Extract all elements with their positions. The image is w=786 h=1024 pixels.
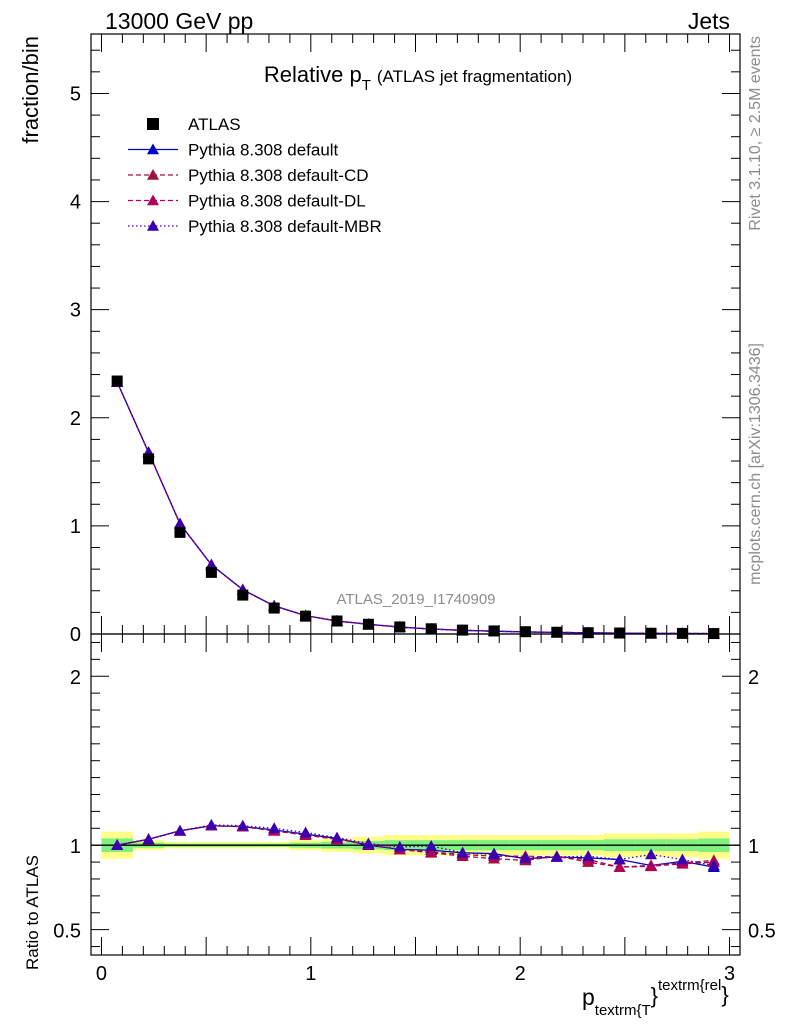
atlas-data-point (143, 453, 155, 465)
legend: ATLAS Pythia 8.308 default Pythia 8.308 de… (128, 115, 382, 236)
ratio-xtick-label: 2 (515, 963, 526, 985)
legend-label: Pythia 8.308 default (188, 141, 339, 160)
legend-marker (147, 194, 159, 206)
ratio-ytick-label-right: 1 (748, 836, 759, 858)
main-panel: 0 1 2 3 4 5 (70, 33, 741, 646)
atlas-data-point (457, 624, 469, 636)
ratio-ytick-label-right: 0.5 (748, 921, 776, 943)
atlas-data-point (614, 627, 626, 639)
xlabel-close-brace-1: } (651, 983, 658, 1008)
main-ytick-label: 3 (70, 300, 81, 322)
ratio-xlabel: ptextrm{T}textrm{rel} (582, 977, 729, 1019)
rivet-version-label: Rivet 3.1.10, ≥ 2.5M events (747, 36, 764, 231)
ratio-series-point (550, 851, 563, 862)
ratio-series-line-0 (117, 825, 714, 868)
ratio-series-point (645, 860, 658, 872)
ratio-panel: 0.5 0.5 1 1 2 2 0 1 2 3 (53, 633, 776, 985)
atlas-data-point (551, 626, 563, 638)
atlas-data-point (645, 627, 657, 639)
ratio-ytick-label-left: 2 (70, 667, 81, 689)
atlas-data-point (237, 589, 249, 601)
ratio-series-point (613, 861, 626, 872)
atlas-data-point (205, 566, 217, 578)
title-rest: (ATLAS jet fragmentation) (377, 67, 572, 86)
ratio-series-point (299, 826, 312, 838)
main-title: Relative pT (ATLAS jet fragmentation) (264, 62, 572, 94)
ratio-series-point (330, 831, 343, 843)
legend-marker (147, 220, 159, 231)
atlas-data-point (394, 621, 406, 633)
ratio-ylabel: Ratio to ATLAS (23, 855, 42, 970)
ratio-series-point (582, 850, 595, 861)
ratio-series-point (456, 846, 469, 858)
legend-label: ATLAS (188, 115, 241, 134)
main-ytick-label: 4 (70, 192, 81, 214)
header-process-label: 13000 GeV pp (105, 8, 253, 34)
legend-label: Pythia 8.308 default-MBR (188, 217, 382, 236)
atlas-data-point (582, 627, 594, 639)
main-ytick-label: 5 (70, 83, 81, 105)
ratio-series-point (173, 824, 186, 836)
xlabel-sub: textrm{T (595, 1002, 651, 1019)
ratio-series-point (236, 819, 249, 831)
ratio-series-point (519, 851, 532, 863)
title-sub: T (362, 77, 371, 94)
ratio-series-point (676, 853, 689, 865)
title-main: Relative p (264, 62, 362, 87)
ratio-ytick-label-left: 0.5 (53, 921, 81, 943)
ratio-series-point (142, 833, 155, 845)
main-ytick-label: 1 (70, 516, 81, 538)
main-ytick-label: 2 (70, 408, 81, 430)
main-ytick-label: 0 (70, 624, 81, 646)
ratio-xtick-label: 3 (724, 963, 735, 985)
analysis-watermark: ATLAS_2019_I1740909 (336, 591, 495, 608)
xlabel-sup: textrm{rel (658, 977, 721, 994)
ratio-series-point (362, 837, 375, 849)
atlas-data-point (519, 626, 531, 638)
legend-label: Pythia 8.308 default-DL (188, 192, 366, 211)
xlabel-main: p (582, 984, 595, 1010)
ratio-xtick-label: 0 (96, 963, 107, 985)
ratio-ytick-label-left: 1 (70, 836, 81, 858)
ratio-series-point (425, 840, 438, 851)
xlabel-close-brace-2: } (721, 982, 728, 1007)
ratio-series-point (425, 845, 438, 857)
legend-label: Pythia 8.308 default-CD (188, 166, 369, 185)
ratio-ytick-label-right: 2 (748, 667, 759, 689)
ratio-series-point (645, 848, 658, 860)
main-ylabel: fraction/bin (18, 36, 43, 144)
legend-marker (147, 143, 159, 155)
ratio-series-point (268, 822, 281, 834)
atlas-data-point (268, 602, 280, 614)
atlas-data-point (362, 618, 374, 630)
legend-marker (147, 169, 159, 180)
atlas-data-point (300, 610, 312, 622)
ratio-series-point (707, 859, 720, 871)
mcplots-reference-label: mcplots.cern.ch [arXiv:1306.3436] (747, 343, 764, 585)
header-category-label: Jets (688, 8, 730, 34)
atlas-data-point (331, 615, 343, 627)
main-series-point (173, 517, 186, 529)
ratio-series-point (205, 818, 218, 830)
ratio-frame (90, 633, 741, 956)
ratio-series-point (111, 839, 124, 850)
atlas-data-point (488, 625, 500, 637)
ratio-series-point (393, 840, 406, 852)
atlas-data-point (111, 375, 123, 387)
atlas-data-point (425, 623, 437, 635)
legend-marker-atlas (147, 118, 159, 130)
atlas-data-point (174, 526, 186, 538)
ratio-series-point (488, 848, 501, 860)
ratio-xtick-label: 1 (305, 963, 316, 985)
ratio-series-point (613, 853, 626, 865)
